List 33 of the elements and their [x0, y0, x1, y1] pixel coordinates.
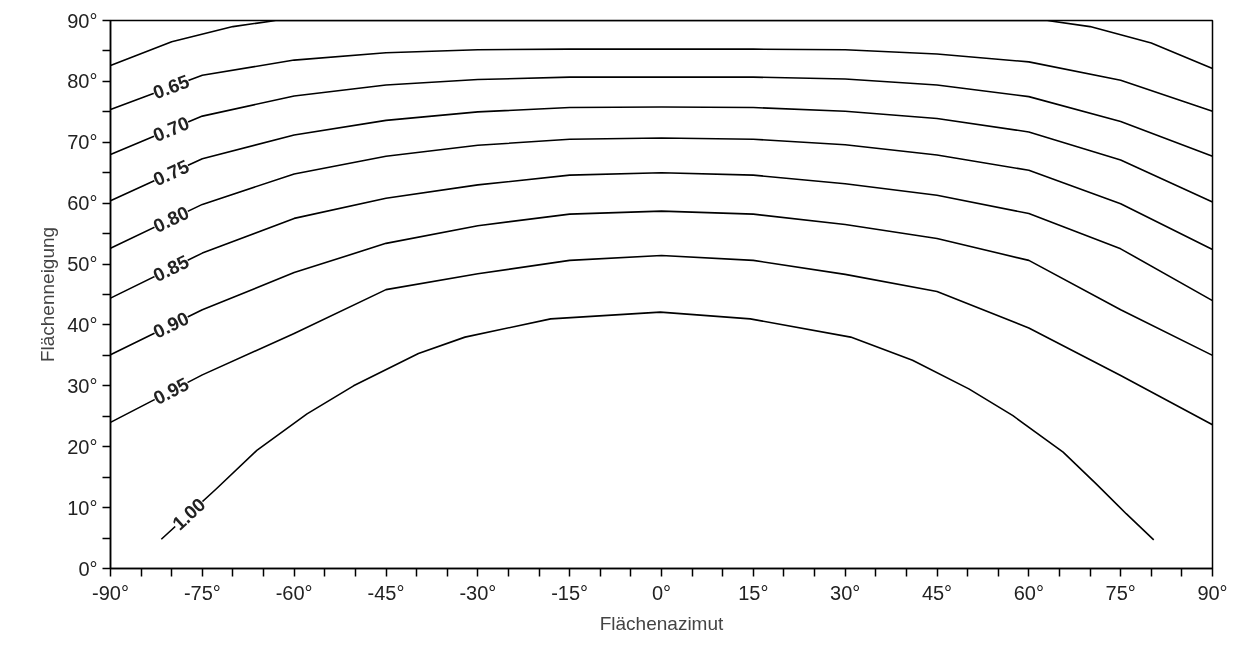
text: 0.70: [150, 112, 193, 146]
text: 0.75: [149, 155, 193, 191]
text: 0.95: [149, 373, 193, 409]
x-tick-label: -60°: [275, 581, 313, 604]
text: 0.65: [150, 70, 193, 104]
y-tick-label: 10°: [67, 496, 98, 519]
x-tick-label: 60°: [1013, 581, 1044, 604]
y-tick-label: 60°: [67, 192, 98, 215]
text: 1.00: [168, 493, 210, 535]
x-tick-label: -15°: [551, 581, 589, 604]
x-tick-label: 15°: [738, 581, 769, 604]
y-tick-label: 40°: [67, 313, 98, 336]
x-tick-label: -90°: [92, 581, 129, 604]
x-tick-label: 90°: [1197, 581, 1228, 604]
x-tick-label: -30°: [459, 581, 497, 604]
x-tick-label: 0°: [651, 581, 672, 604]
y-tick-label: 50°: [67, 253, 98, 276]
text: 0.90: [149, 307, 193, 343]
text: 0.85: [149, 250, 193, 286]
y-tick-label: 90°: [67, 9, 98, 32]
x-axis-title: Flächenazimut: [599, 612, 724, 634]
y-tick-label: 20°: [67, 435, 98, 458]
y-axis-title: Flächenneigung: [37, 226, 59, 363]
y-tick-label: 30°: [67, 374, 98, 397]
x-tick-label: -45°: [367, 581, 405, 604]
x-tick-label: 45°: [921, 581, 953, 604]
text: 0.80: [149, 201, 193, 237]
x-tick-label: -75°: [183, 581, 221, 604]
y-tick-label: 80°: [67, 70, 98, 93]
y-tick-label: 70°: [67, 131, 98, 154]
y-tick-label: 0°: [78, 557, 98, 580]
x-tick-label: 30°: [830, 581, 861, 604]
x-tick-label: 75°: [1105, 581, 1136, 604]
